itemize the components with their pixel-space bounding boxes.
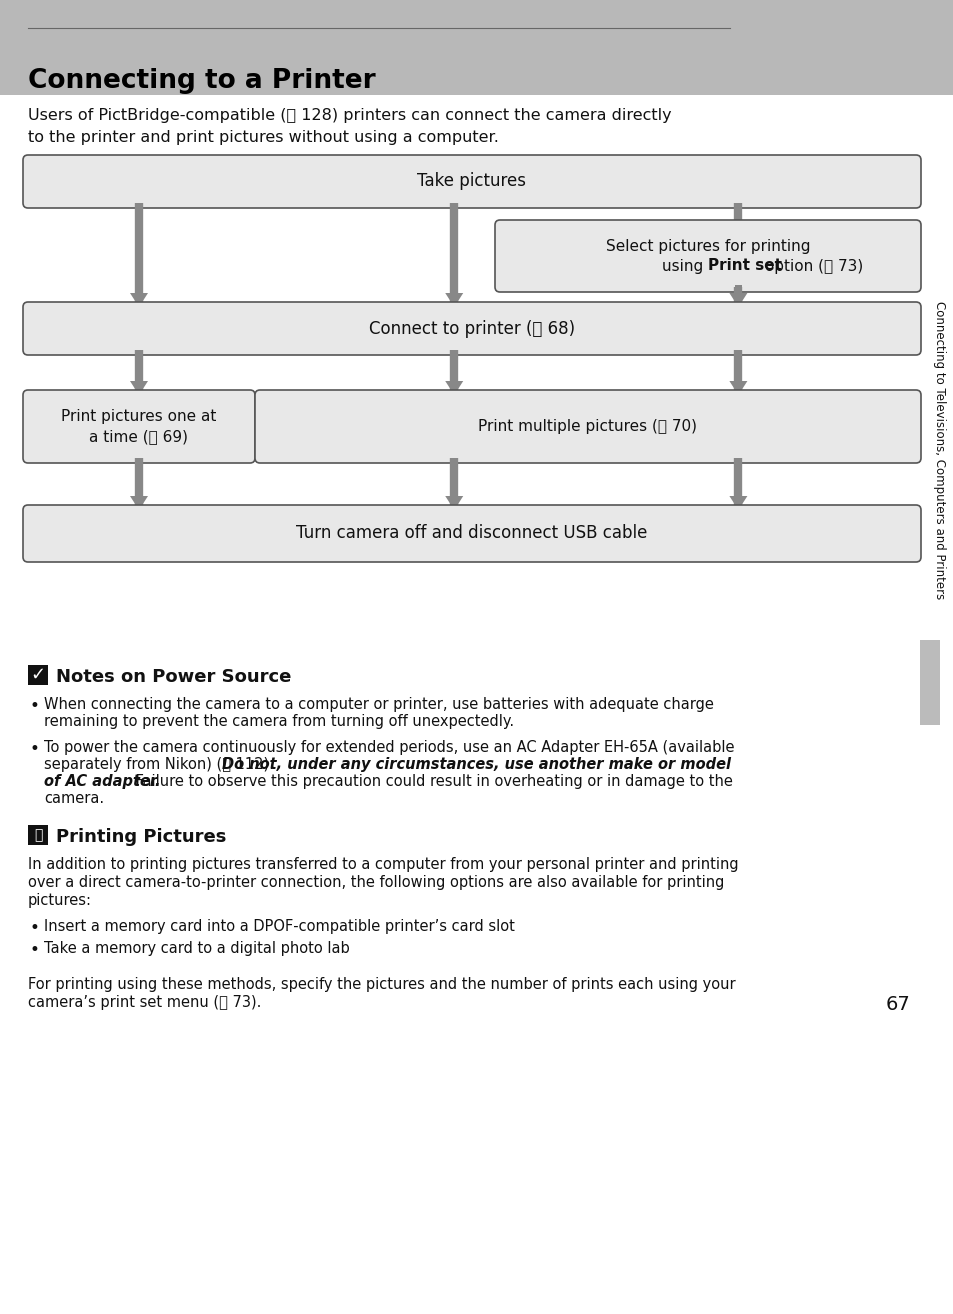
Text: using: using	[661, 259, 707, 273]
Polygon shape	[445, 495, 463, 510]
Text: •: •	[30, 696, 40, 715]
Text: •: •	[30, 740, 40, 758]
FancyBboxPatch shape	[23, 155, 920, 208]
Text: In addition to printing pictures transferred to a computer from your personal pr: In addition to printing pictures transfe…	[28, 857, 738, 872]
Polygon shape	[445, 381, 463, 396]
Polygon shape	[445, 293, 463, 307]
Polygon shape	[130, 293, 148, 307]
FancyBboxPatch shape	[23, 302, 920, 355]
FancyBboxPatch shape	[254, 390, 920, 463]
FancyBboxPatch shape	[23, 505, 920, 562]
Text: camera’s print set menu (Ⓜ 73).: camera’s print set menu (Ⓜ 73).	[28, 995, 261, 1010]
FancyBboxPatch shape	[23, 390, 254, 463]
Text: camera.: camera.	[44, 791, 104, 805]
Text: Notes on Power Source: Notes on Power Source	[56, 668, 291, 686]
Text: Do not, under any circumstances, use another make or model: Do not, under any circumstances, use ano…	[221, 757, 730, 773]
Text: Take pictures: Take pictures	[417, 172, 526, 191]
Text: Failure to observe this precaution could result in overheating or in damage to t: Failure to observe this precaution could…	[131, 774, 732, 788]
Text: •: •	[30, 918, 40, 937]
Text: Connecting to Televisions, Computers and Printers: Connecting to Televisions, Computers and…	[933, 301, 945, 599]
FancyBboxPatch shape	[734, 373, 741, 381]
FancyBboxPatch shape	[450, 487, 457, 495]
Polygon shape	[729, 381, 746, 396]
Polygon shape	[729, 293, 746, 307]
FancyBboxPatch shape	[135, 373, 142, 381]
Polygon shape	[130, 495, 148, 510]
Text: Ⓜ: Ⓜ	[33, 828, 42, 842]
Text: separately from Nikon) (Ⓜ 112).: separately from Nikon) (Ⓜ 112).	[44, 757, 278, 773]
Text: •: •	[30, 941, 40, 959]
Text: ✓: ✓	[30, 666, 46, 685]
Text: Print multiple pictures (Ⓜ 70): Print multiple pictures (Ⓜ 70)	[478, 419, 697, 434]
Text: When connecting the camera to a computer or printer, use batteries with adequate: When connecting the camera to a computer…	[44, 696, 713, 712]
FancyBboxPatch shape	[734, 487, 741, 495]
Text: to the printer and print pictures without using a computer.: to the printer and print pictures withou…	[28, 130, 498, 145]
Text: Users of PictBridge-compatible (Ⓜ 128) printers can connect the camera directly: Users of PictBridge-compatible (Ⓜ 128) p…	[28, 108, 671, 124]
FancyBboxPatch shape	[28, 825, 48, 845]
Text: Take a memory card to a digital photo lab: Take a memory card to a digital photo la…	[44, 941, 350, 957]
Text: Printing Pictures: Printing Pictures	[56, 828, 226, 846]
Text: Print pictures one at
a time (Ⓜ 69): Print pictures one at a time (Ⓜ 69)	[61, 409, 216, 444]
Text: option (Ⓜ 73): option (Ⓜ 73)	[760, 259, 862, 273]
Text: Connect to printer (Ⓜ 68): Connect to printer (Ⓜ 68)	[369, 319, 575, 338]
Polygon shape	[729, 495, 746, 510]
Text: pictures:: pictures:	[28, 894, 91, 908]
FancyBboxPatch shape	[135, 487, 142, 495]
Text: 67: 67	[884, 995, 909, 1014]
FancyBboxPatch shape	[450, 373, 457, 381]
Text: To power the camera continuously for extended periods, use an AC Adapter EH-65A : To power the camera continuously for ext…	[44, 740, 734, 756]
Text: Turn camera off and disconnect USB cable: Turn camera off and disconnect USB cable	[296, 524, 647, 543]
Text: of AC adapter.: of AC adapter.	[44, 774, 160, 788]
FancyBboxPatch shape	[28, 665, 48, 685]
Text: Select pictures for printing: Select pictures for printing	[605, 239, 809, 254]
Text: Insert a memory card into a DPOF-compatible printer’s card slot: Insert a memory card into a DPOF-compati…	[44, 918, 515, 934]
FancyBboxPatch shape	[0, 0, 953, 95]
Text: over a direct camera-to-printer connection, the following options are also avail: over a direct camera-to-printer connecti…	[28, 875, 723, 890]
FancyBboxPatch shape	[919, 640, 939, 725]
FancyBboxPatch shape	[495, 219, 920, 292]
FancyBboxPatch shape	[450, 285, 457, 293]
Text: For printing using these methods, specify the pictures and the number of prints : For printing using these methods, specif…	[28, 978, 735, 992]
Text: Print set: Print set	[707, 259, 781, 273]
FancyBboxPatch shape	[135, 285, 142, 293]
Polygon shape	[130, 381, 148, 396]
FancyBboxPatch shape	[734, 285, 741, 293]
Text: remaining to prevent the camera from turning off unexpectedly.: remaining to prevent the camera from tur…	[44, 714, 514, 729]
Text: Connecting to a Printer: Connecting to a Printer	[28, 68, 375, 95]
